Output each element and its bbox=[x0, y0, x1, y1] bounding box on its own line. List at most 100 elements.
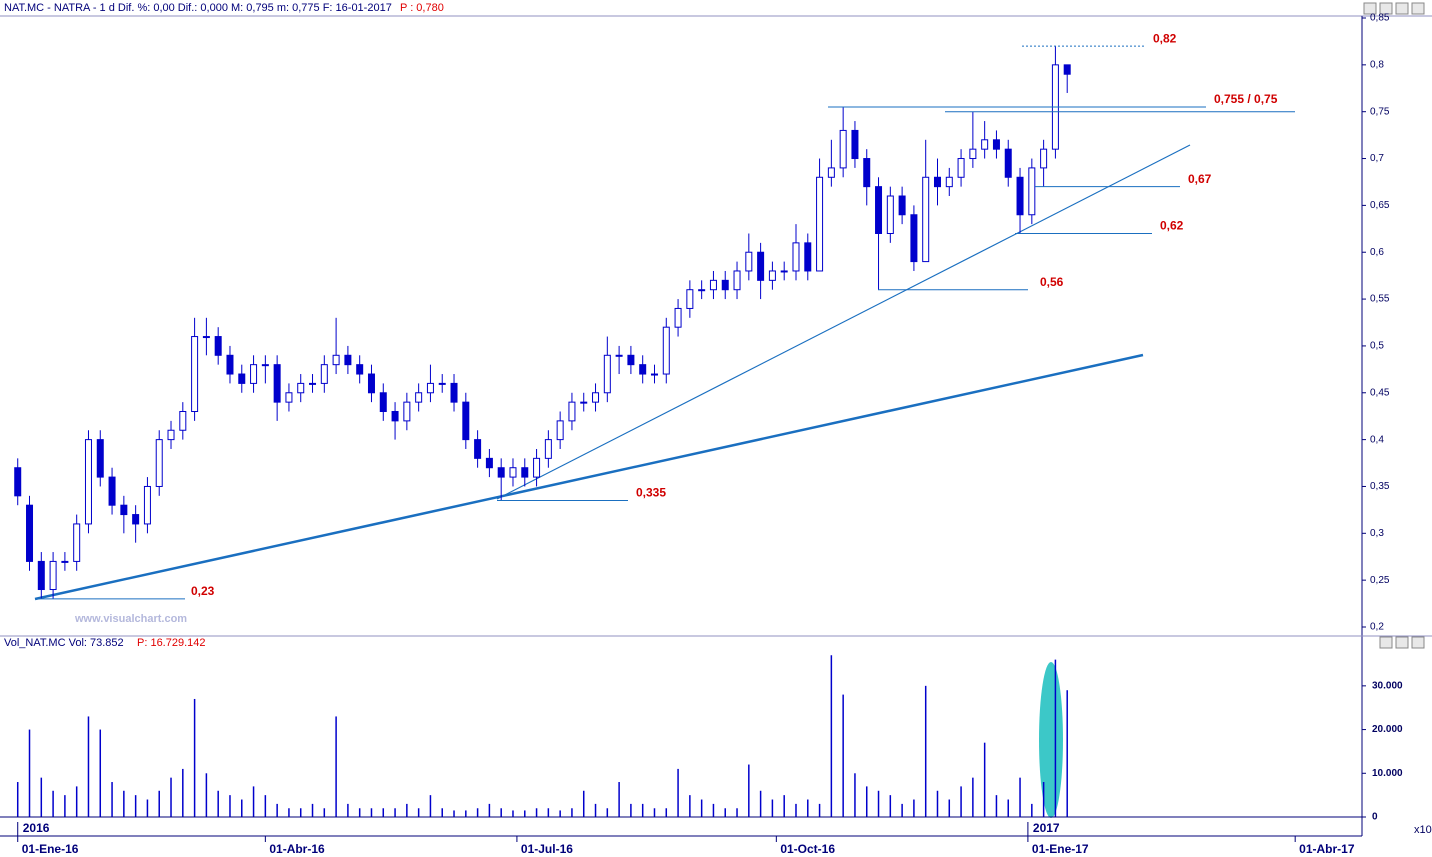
volume-bar bbox=[465, 810, 467, 817]
y-tick-label: 0,7 bbox=[1370, 153, 1384, 164]
candle-body bbox=[698, 289, 706, 292]
candle-body bbox=[981, 139, 989, 150]
button[interactable] bbox=[1395, 2, 1409, 15]
volume-bar bbox=[1066, 690, 1068, 817]
candle-body bbox=[580, 401, 588, 404]
volume-bar bbox=[1042, 782, 1045, 817]
volume-bar bbox=[382, 808, 385, 817]
level-label: 0,56 bbox=[1040, 275, 1064, 289]
candle-body bbox=[73, 523, 81, 562]
volume-bar bbox=[205, 773, 208, 817]
candle-body bbox=[167, 429, 175, 441]
volume-bar bbox=[547, 808, 550, 817]
volume-bar bbox=[913, 799, 915, 817]
candle-body bbox=[155, 439, 163, 487]
volume-bar bbox=[40, 777, 43, 817]
volume-bar bbox=[559, 810, 561, 817]
x-tick-label: 01-Jul-16 bbox=[521, 842, 573, 856]
volume-bar bbox=[854, 773, 856, 817]
volume-bar bbox=[842, 694, 844, 817]
volume-bar bbox=[311, 803, 314, 817]
volume-bar bbox=[170, 777, 172, 817]
volume-bar bbox=[535, 808, 538, 817]
volume-bar bbox=[924, 685, 927, 817]
level-label: 0,335 bbox=[636, 486, 666, 500]
volume-bar bbox=[748, 764, 750, 817]
year-label: 2016 bbox=[23, 821, 50, 835]
candle-body bbox=[603, 354, 611, 394]
volume-bar bbox=[87, 716, 90, 817]
volume-bar bbox=[241, 799, 243, 817]
x-tick-label: 01-Abr-17 bbox=[1299, 842, 1355, 856]
window-buttons[interactable] bbox=[1363, 2, 1425, 649]
button[interactable] bbox=[1363, 2, 1377, 15]
candle-body bbox=[780, 270, 788, 273]
candle-body bbox=[179, 411, 187, 431]
volume-bar bbox=[948, 799, 951, 817]
candle-body bbox=[202, 336, 210, 339]
candle-body bbox=[816, 176, 824, 272]
candle-body bbox=[426, 382, 434, 394]
candle-body bbox=[615, 354, 623, 357]
candle-body bbox=[627, 354, 635, 366]
candle-body bbox=[721, 279, 729, 291]
button[interactable] bbox=[1411, 636, 1425, 649]
candle-body bbox=[250, 364, 258, 384]
candle-body bbox=[886, 195, 894, 234]
volume-bar bbox=[99, 729, 102, 817]
candle-body bbox=[332, 354, 340, 366]
button[interactable] bbox=[1411, 2, 1425, 15]
candle-body bbox=[639, 364, 647, 375]
volume-bar bbox=[783, 795, 785, 817]
volume-bar bbox=[347, 803, 349, 817]
candle-body bbox=[49, 560, 57, 591]
y-tick-label: 0,6 bbox=[1370, 247, 1384, 258]
volume-bar bbox=[229, 795, 231, 817]
candle-body bbox=[945, 176, 953, 188]
candle-body bbox=[438, 382, 446, 385]
volume-bar bbox=[1007, 799, 1009, 817]
volume-bar bbox=[582, 790, 585, 817]
candle-body bbox=[297, 382, 305, 394]
volume-bar bbox=[406, 803, 408, 817]
volume-bar bbox=[323, 808, 326, 817]
candle-body bbox=[533, 457, 541, 478]
candle-body bbox=[84, 439, 92, 525]
volume-bar bbox=[1019, 777, 1021, 817]
last-price: P : 0,780 bbox=[400, 2, 444, 14]
y-tick-label: 10.000 bbox=[1372, 768, 1403, 779]
volume-bar bbox=[276, 803, 278, 817]
volume-bar bbox=[571, 808, 573, 817]
volume-bar bbox=[712, 803, 715, 817]
y-tick-label: 0,35 bbox=[1370, 481, 1390, 492]
button[interactable] bbox=[1379, 636, 1393, 649]
candle-body bbox=[285, 392, 293, 403]
y-tick-label: 0,85 bbox=[1370, 13, 1390, 24]
candle-body bbox=[261, 364, 269, 367]
candle-body bbox=[544, 439, 552, 459]
volume-bar bbox=[358, 808, 361, 817]
candle-body bbox=[96, 439, 104, 478]
candle-body bbox=[686, 289, 694, 309]
volume-bar bbox=[394, 808, 396, 817]
volume-bar bbox=[146, 799, 149, 817]
x-tick-label: 01-Abr-16 bbox=[269, 842, 325, 856]
button[interactable] bbox=[1379, 2, 1393, 15]
volume-bar bbox=[771, 799, 774, 817]
volume-bar bbox=[512, 810, 514, 817]
volume-bar bbox=[665, 808, 668, 817]
candle-body bbox=[709, 279, 717, 291]
y-tick-label: 0,45 bbox=[1370, 387, 1390, 398]
volume-bar bbox=[936, 790, 939, 817]
volume-bar bbox=[606, 808, 609, 817]
candle-body bbox=[120, 504, 128, 516]
volume-bar bbox=[677, 768, 679, 817]
candle-body bbox=[61, 560, 69, 563]
button[interactable] bbox=[1395, 636, 1409, 649]
volume-bar bbox=[830, 655, 833, 817]
candle-body bbox=[851, 129, 859, 160]
